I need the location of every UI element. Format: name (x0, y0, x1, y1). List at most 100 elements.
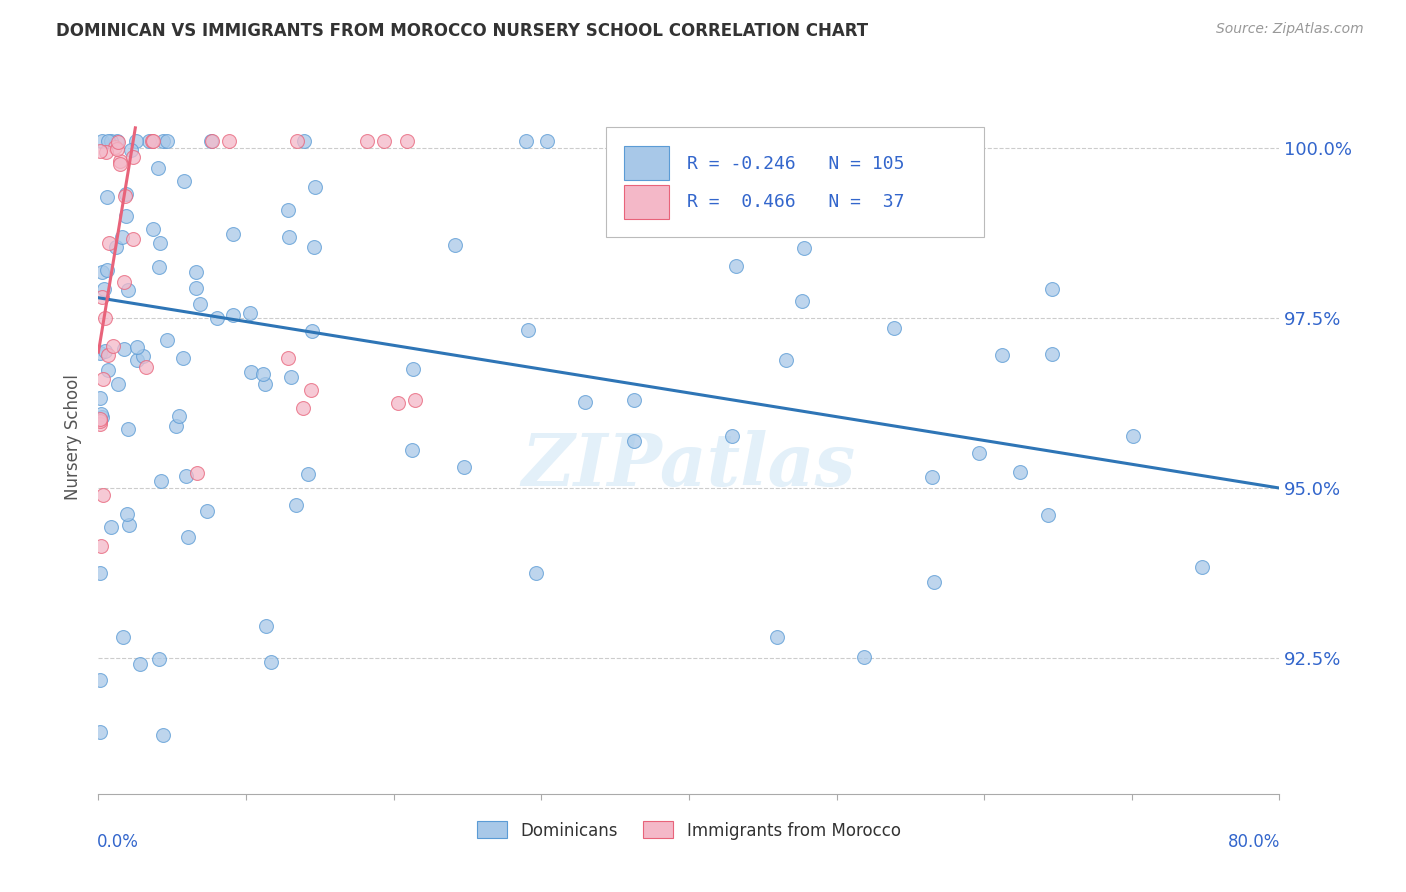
Point (89, 417, 111, 431)
Point (207, 311, 229, 326)
Point (218, 135, 240, 149)
Point (94, 343, 117, 358)
Point (401, 443, 423, 458)
Legend: Dominicans, Immigrants from Morocco: Dominicans, Immigrants from Morocco (471, 814, 907, 847)
Point (115, 186, 138, 201)
FancyBboxPatch shape (606, 127, 984, 237)
Point (89, 673, 111, 688)
Point (90, 407, 112, 421)
Point (89, 345, 111, 359)
Point (852, 650, 875, 665)
Point (240, 365, 263, 379)
Point (299, 383, 322, 397)
Point (148, 652, 170, 666)
Point (112, 276, 135, 290)
Point (200, 135, 222, 149)
Point (142, 135, 165, 149)
Point (89, 412, 111, 426)
Point (184, 265, 207, 279)
Point (1191, 560, 1213, 574)
Text: DOMINICAN VS IMMIGRANTS FROM MOROCCO NURSERY SCHOOL CORRELATION CHART: DOMINICAN VS IMMIGRANTS FROM MOROCCO NUR… (56, 22, 869, 40)
Point (128, 657, 150, 671)
Point (89, 566, 111, 580)
Point (149, 235, 172, 250)
Point (97, 135, 120, 149)
Point (277, 202, 299, 217)
Point (280, 370, 302, 384)
Point (524, 566, 547, 580)
Point (97, 347, 120, 361)
Point (112, 630, 135, 644)
Point (89, 144, 111, 158)
Point (100, 520, 122, 534)
Point (453, 459, 475, 474)
Point (285, 135, 308, 149)
Point (292, 135, 315, 149)
Point (969, 446, 991, 460)
Point (404, 392, 426, 407)
Point (165, 419, 187, 434)
Point (402, 361, 425, 376)
Point (117, 283, 139, 297)
Point (118, 517, 141, 532)
Point (156, 135, 179, 149)
Point (254, 619, 277, 633)
Point (141, 135, 163, 149)
Point (90, 539, 112, 553)
Point (93, 282, 115, 296)
Point (252, 367, 274, 381)
Point (301, 324, 323, 338)
Point (222, 309, 245, 323)
Point (152, 728, 174, 742)
Point (277, 351, 299, 365)
Point (117, 422, 139, 436)
Point (112, 342, 135, 356)
Text: 80.0%: 80.0% (1229, 833, 1281, 851)
Point (146, 161, 169, 176)
Point (921, 470, 943, 484)
Point (574, 394, 596, 409)
Point (91, 265, 114, 279)
Point (127, 340, 149, 354)
Point (1038, 508, 1060, 522)
Point (177, 530, 200, 544)
Point (766, 630, 789, 644)
Point (184, 281, 207, 295)
Text: Source: ZipAtlas.com: Source: ZipAtlas.com (1216, 22, 1364, 37)
Point (515, 135, 537, 149)
Point (108, 153, 131, 168)
Point (91, 372, 114, 386)
Point (89, 392, 111, 406)
Point (444, 238, 467, 252)
Text: R =  0.466   N =  37: R = 0.466 N = 37 (686, 194, 904, 211)
Point (725, 260, 748, 274)
Point (156, 334, 179, 348)
Point (356, 135, 378, 149)
Point (152, 135, 174, 149)
Point (96, 263, 118, 277)
Point (373, 135, 395, 149)
Point (111, 230, 134, 244)
Point (883, 321, 905, 335)
Point (98, 235, 121, 250)
Point (254, 377, 277, 392)
Point (96, 190, 118, 204)
Point (132, 349, 155, 363)
Point (239, 306, 262, 320)
Point (107, 377, 129, 392)
Point (91, 410, 114, 425)
Point (97, 363, 120, 377)
Point (96, 145, 118, 159)
Point (91, 290, 114, 304)
Point (125, 353, 148, 368)
Point (1008, 465, 1031, 479)
Point (122, 150, 145, 164)
Point (148, 260, 170, 274)
Point (284, 498, 307, 512)
Point (924, 575, 946, 590)
Point (387, 396, 409, 410)
Point (190, 297, 212, 311)
Point (89, 725, 111, 739)
Point (623, 392, 645, 407)
Point (186, 466, 208, 480)
